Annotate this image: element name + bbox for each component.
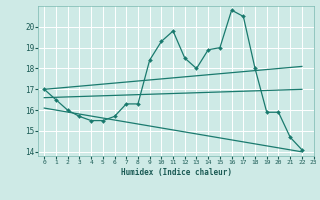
X-axis label: Humidex (Indice chaleur): Humidex (Indice chaleur) [121, 168, 231, 177]
